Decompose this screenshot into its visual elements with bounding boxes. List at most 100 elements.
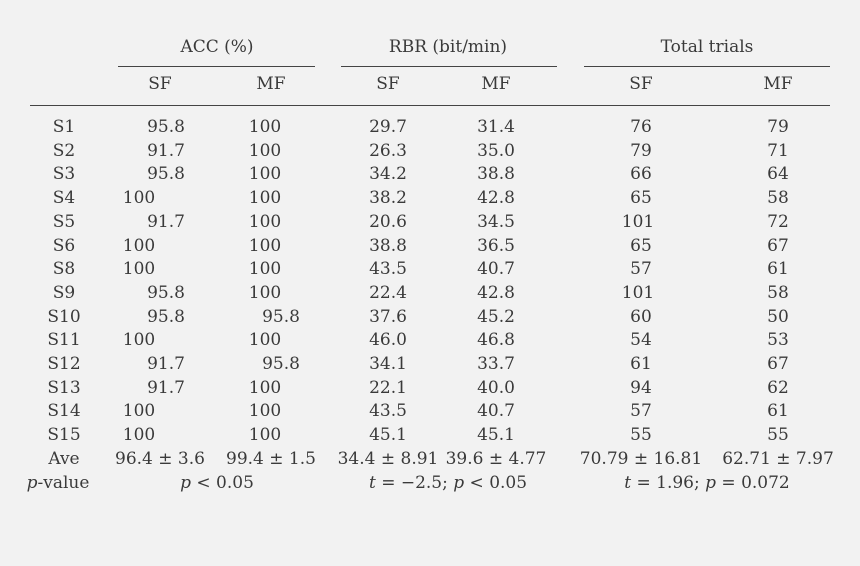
table-cell: 42.8: [477, 188, 515, 209]
row-label: S5: [52, 211, 76, 232]
table-cell: 22.1: [369, 377, 407, 398]
pvalue-label-var: p: [26, 472, 38, 493]
table-cell: 95.8: [147, 164, 185, 185]
pvalue-rbr: t = −2.5; p < 0.05: [369, 473, 527, 493]
table-cell: 29.7: [369, 117, 407, 137]
header-rule: [30, 105, 830, 107]
table-cell: 66: [630, 164, 652, 185]
table-cell: 26.3: [369, 140, 407, 161]
column-header: MF: [763, 74, 793, 94]
table-cell: 61: [767, 259, 789, 280]
table-cell: 95.8: [262, 354, 300, 374]
table-cell: 100: [248, 164, 282, 185]
table-cell: 57: [630, 259, 652, 280]
table-cell: 91.7: [147, 377, 185, 398]
table-cell: 34.1: [369, 354, 407, 374]
table-cell: 96.4 ± 3.6: [115, 448, 205, 469]
group-rule: [341, 66, 557, 68]
table-cell: 67: [767, 235, 789, 256]
table-cell: 65: [630, 235, 652, 256]
table-cell: 67: [767, 354, 789, 374]
table-cell: 46.8: [477, 330, 515, 351]
table-cell: 36.5: [477, 235, 515, 256]
table-cell: 91.7: [147, 211, 185, 232]
row-label: S9: [52, 282, 76, 303]
column-header: MF: [481, 74, 511, 94]
pvalue-acc: p < 0.05: [180, 473, 254, 493]
math-text: = 1.96;: [631, 472, 706, 493]
table-cell: 100: [122, 259, 156, 280]
table-cell: 100: [248, 188, 282, 209]
table-cell: 45.1: [369, 425, 407, 446]
table-cell: 101: [621, 211, 655, 232]
table-cell: 55: [630, 425, 652, 446]
table-cell: 62.71 ± 7.97: [722, 448, 834, 469]
table-cell: 100: [248, 401, 282, 422]
table-cell: 100: [248, 377, 282, 398]
row-label: S1: [52, 117, 76, 137]
table-cell: 38.8: [369, 235, 407, 256]
table-cell: 45.2: [477, 306, 515, 327]
row-label: Ave: [48, 448, 80, 469]
table-cell: 61: [767, 401, 789, 422]
row-label: S2: [52, 140, 76, 161]
table-cell: 100: [122, 401, 156, 422]
table-cell: 91.7: [147, 354, 185, 374]
table-cell: 100: [248, 235, 282, 256]
table-cell: 95.8: [147, 282, 185, 303]
math-text: < 0.05: [190, 472, 254, 493]
row-label: S4: [52, 188, 76, 209]
row-label: S11: [47, 330, 81, 351]
table-cell: 100: [248, 282, 282, 303]
pvalue-label: p-value: [27, 473, 90, 493]
table-cell: 45.1: [477, 425, 515, 446]
math-var: t: [368, 472, 376, 493]
table-cell: 100: [122, 330, 156, 351]
table-cell: 72: [767, 211, 789, 232]
table-cell: 60: [630, 306, 652, 327]
table-cell: 65: [630, 188, 652, 209]
table-cell: 50: [767, 306, 789, 327]
row-label: S8: [52, 259, 76, 280]
row-label: S10: [47, 306, 81, 327]
table-cell: 42.8: [477, 282, 515, 303]
table-cell: 70.79 ± 16.81: [579, 448, 703, 469]
math-text: = −2.5;: [375, 472, 454, 493]
table-cell: 37.6: [369, 306, 407, 327]
group-rule: [584, 66, 830, 68]
table-cell: 34.2: [369, 164, 407, 185]
table-cell: 100: [248, 259, 282, 280]
table-cell: 91.7: [147, 140, 185, 161]
table-cell: 100: [248, 211, 282, 232]
row-label: S13: [47, 377, 81, 398]
table-cell: 58: [767, 282, 789, 303]
math-var: p: [453, 472, 465, 493]
group-rule: [118, 66, 315, 68]
table-cell: 34.5: [477, 211, 515, 232]
table-cell: 46.0: [369, 330, 407, 351]
math-var: p: [180, 472, 191, 493]
table-cell: 40.7: [477, 401, 515, 422]
row-label: S3: [52, 164, 76, 185]
column-header: MF: [256, 74, 286, 94]
row-label: S15: [47, 425, 81, 446]
table-cell: 54: [630, 330, 652, 351]
table-cell: 43.5: [369, 401, 407, 422]
table-cell: 64: [767, 164, 789, 185]
row-label: S14: [47, 401, 81, 422]
table-cell: 95.8: [262, 306, 300, 327]
table-cell: 61: [630, 354, 652, 374]
column-header: SF: [376, 74, 400, 94]
table-cell: 100: [122, 425, 156, 446]
table-cell: 38.8: [477, 164, 515, 185]
math-var: p: [705, 472, 717, 493]
table-cell: 20.6: [369, 211, 407, 232]
table-cell: 22.4: [369, 282, 407, 303]
table-cell: 95.8: [147, 306, 185, 327]
table-cell: 100: [248, 117, 282, 137]
table-cell: 55: [767, 425, 789, 446]
table-cell: 95.8: [147, 117, 185, 137]
column-header: SF: [629, 74, 653, 94]
table-cell: 71: [767, 140, 789, 161]
table-cell: 79: [767, 117, 789, 137]
